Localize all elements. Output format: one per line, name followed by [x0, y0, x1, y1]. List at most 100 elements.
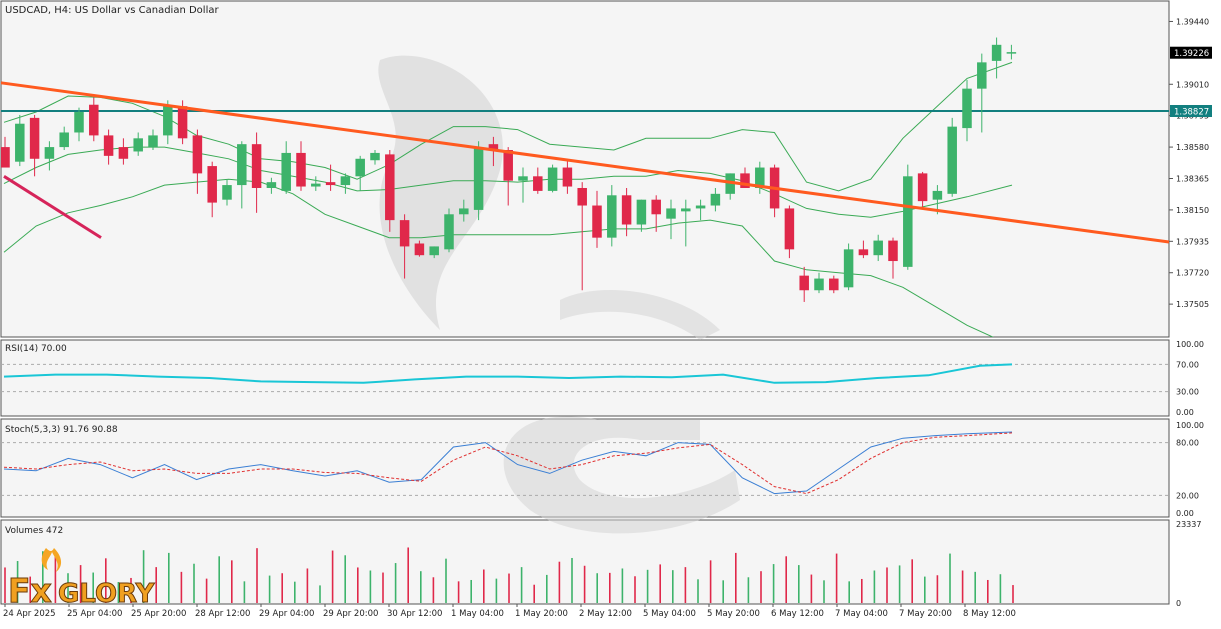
candle [340, 173, 351, 194]
candle [444, 208, 454, 253]
candle [755, 161, 765, 194]
candle-body [488, 144, 499, 151]
current-price-box [1170, 46, 1212, 59]
candle [74, 107, 84, 142]
time-tick-label: 29 Apr 20:00 [323, 609, 378, 619]
rsi-tick-label: 100.00 [1176, 340, 1204, 349]
candle [15, 114, 25, 167]
price-tick-label: 1.39440 [1176, 17, 1209, 26]
stoch-series [1, 431, 1169, 496]
candle [311, 176, 321, 191]
candle [163, 100, 173, 145]
price-tick-label: 1.37935 [1176, 237, 1209, 246]
candle [192, 129, 203, 194]
time-tick-label: 2 May 12:00 [579, 609, 632, 619]
candle [873, 234, 883, 262]
candle-body [340, 176, 351, 186]
candle [237, 141, 247, 209]
candle-body [163, 106, 173, 136]
candle-body [636, 199, 647, 225]
candle-body [1, 147, 10, 168]
candle-body [399, 220, 410, 247]
candle [829, 275, 839, 294]
candle [977, 53, 987, 133]
candle [207, 161, 217, 218]
stoch-tick-label: 20.00 [1176, 491, 1199, 500]
candle-body [296, 152, 306, 187]
candle-body [799, 275, 809, 291]
candle-body [222, 185, 232, 200]
candle-body [858, 249, 869, 256]
candle-body [385, 154, 395, 221]
candle [296, 141, 306, 191]
candle [666, 199, 676, 240]
candle [89, 97, 99, 142]
candle-body [903, 176, 913, 267]
candle-body [103, 135, 114, 156]
descending-trendline [0, 81, 1170, 244]
candle-body [991, 44, 1002, 61]
candle-body [947, 126, 957, 194]
candle [370, 150, 380, 165]
candle-body [873, 240, 883, 256]
time-tick-label: 7 May 20:00 [899, 609, 952, 619]
candle-body [237, 144, 247, 186]
candle [459, 199, 469, 222]
candle [385, 150, 395, 232]
time-tick-label: 25 Apr 20:00 [131, 609, 186, 619]
candle [59, 126, 69, 151]
resistance-label-box [1170, 105, 1212, 118]
candle [503, 147, 513, 206]
candle [44, 141, 55, 171]
price-tick-label: 1.38580 [1176, 143, 1209, 152]
candle-body [281, 152, 291, 191]
candle-body [962, 88, 972, 129]
resistance-label: 1.38827 [1174, 108, 1209, 118]
rsi-tick-label: 70.00 [1176, 360, 1199, 369]
candle [251, 132, 262, 213]
candle [991, 37, 1002, 79]
candle-body [651, 199, 661, 215]
rsi-tick-label: 0.00 [1176, 408, 1194, 417]
chart-title: USDCAD, H4: US Dollar vs Canadian Dollar [5, 5, 219, 16]
candle-body [592, 205, 602, 238]
candle-body [251, 144, 262, 188]
candle-body [503, 150, 513, 181]
candle-body [740, 173, 750, 188]
stoch-tick-label: 0.00 [1176, 509, 1194, 518]
candle [547, 164, 558, 193]
price-tick-label: 1.37505 [1176, 300, 1209, 309]
candle-body [621, 195, 632, 225]
candle [518, 167, 528, 203]
current-price-label: 1.39226 [1174, 49, 1209, 59]
svg-text:Fx: Fx [8, 571, 52, 610]
candle-body [429, 246, 439, 256]
price-tick-label: 1.38365 [1176, 174, 1209, 183]
candle-body [192, 135, 203, 174]
candle [681, 199, 691, 247]
time-tick-label: 5 May 04:00 [643, 609, 696, 619]
candle [1006, 44, 1017, 60]
candle-body [148, 135, 158, 148]
bollinger-lower [3, 178, 994, 337]
candle-body [533, 176, 543, 191]
candle-body [607, 195, 617, 238]
rsi-tick-label: 30.00 [1176, 388, 1199, 397]
candle [710, 187, 721, 212]
price-tick-label: 1.38150 [1176, 206, 1209, 215]
candle [148, 129, 158, 151]
candle [103, 129, 114, 165]
candle-body [932, 190, 943, 200]
candle [843, 243, 854, 291]
time-tick-label: 5 May 20:00 [707, 609, 760, 619]
candle [562, 158, 573, 194]
volume-tick-label: 23337 [1176, 520, 1201, 529]
candle-body [784, 208, 795, 250]
candle-body [681, 208, 691, 212]
candle [355, 155, 365, 191]
candle [636, 199, 647, 232]
candle-body [177, 106, 188, 139]
candle [533, 167, 543, 194]
candle-body [29, 117, 40, 159]
